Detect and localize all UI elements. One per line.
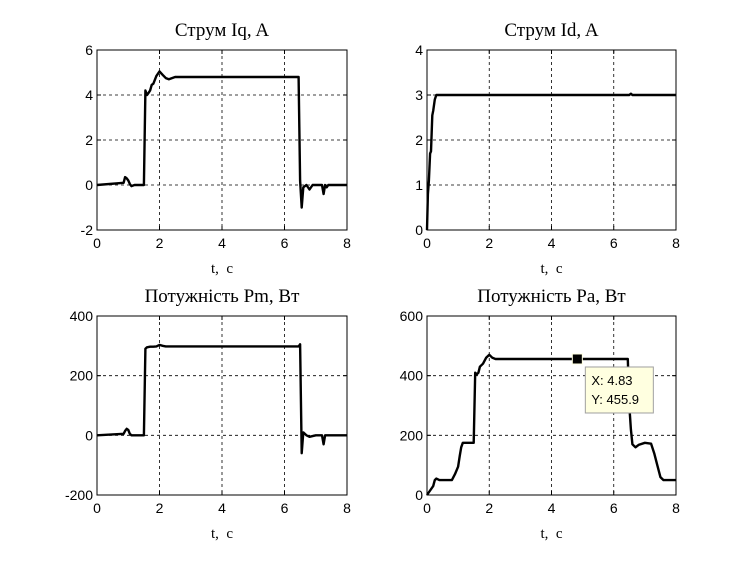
x-tick-label: 0 [93,235,101,251]
y-tick-label: 4 [415,42,423,58]
y-tick-label: 3 [415,87,423,103]
x-tick-label: 8 [343,235,351,251]
y-tick-label: 400 [400,368,424,384]
y-tick-label: -2 [81,222,94,238]
series-line [96,343,347,455]
x-axis-label: t, c [540,261,562,277]
y-tick-label: 2 [85,132,93,148]
y-tick-label: 1 [415,177,423,193]
y-tick-label: 4 [85,87,93,103]
chart-title: Потужність Pm, Вт [145,286,301,307]
axes-2: 0 2 4 6 8 0 1 2 3 4 Струм Id, A t, c [415,20,680,277]
datatip-y-text: Y: 455.9 [591,392,639,407]
x-tick-label: 2 [156,500,164,516]
x-tick-label: 8 [672,235,680,251]
y-tick-label: 6 [85,42,93,58]
chart-title: Струм Iq, A [175,20,270,41]
y-tick-label: 200 [400,427,424,443]
x-tick-label: 6 [610,500,618,516]
y-tick-label: 0 [415,487,423,503]
x-tick-label: 0 [423,500,431,516]
x-tick-label: 4 [548,235,556,251]
y-tick-label: 0 [85,177,93,193]
y-tick-label: -200 [65,487,93,503]
y-tick-label: 2 [415,132,423,148]
series-line [96,70,347,209]
x-tick-label: 6 [281,500,289,516]
x-tick-label: 8 [343,500,351,516]
x-tick-label: 4 [548,500,556,516]
y-tick-label: 400 [70,308,94,324]
x-tick-label: 2 [156,235,164,251]
x-tick-label: 2 [485,500,493,516]
chart-title: Потужність Pa, Вт [477,286,626,307]
series-line [425,92,676,231]
x-tick-label: 6 [610,235,618,251]
x-axis-label: t, c [211,261,233,277]
y-tick-label: 0 [415,222,423,238]
x-tick-label: 0 [423,235,431,251]
datatip-box [584,366,654,414]
x-tick-label: 6 [281,235,289,251]
x-tick-label: 2 [485,235,493,251]
y-tick-label: 200 [70,368,94,384]
chart-title: Струм Id, A [504,20,599,41]
datatip-marker[interactable] [571,353,583,365]
x-tick-label: 4 [218,500,226,516]
data-tip[interactable]: X: 4.83 Y: 455.9 [571,353,654,414]
y-tick-label: 600 [400,308,424,324]
x-tick-label: 4 [218,235,226,251]
x-axis-label: t, c [211,526,233,542]
series-line [426,353,676,496]
x-axis-label: t, c [540,526,562,542]
x-tick-label: 0 [93,500,101,516]
x-tick-label: 8 [672,500,680,516]
y-tick-label: 0 [85,427,93,443]
datatip-x-text: X: 4.83 [591,373,632,388]
axes-4: 0 2 4 6 8 0 200 400 600 Потужність Pa, Вт t, c X: 4… [400,286,680,542]
